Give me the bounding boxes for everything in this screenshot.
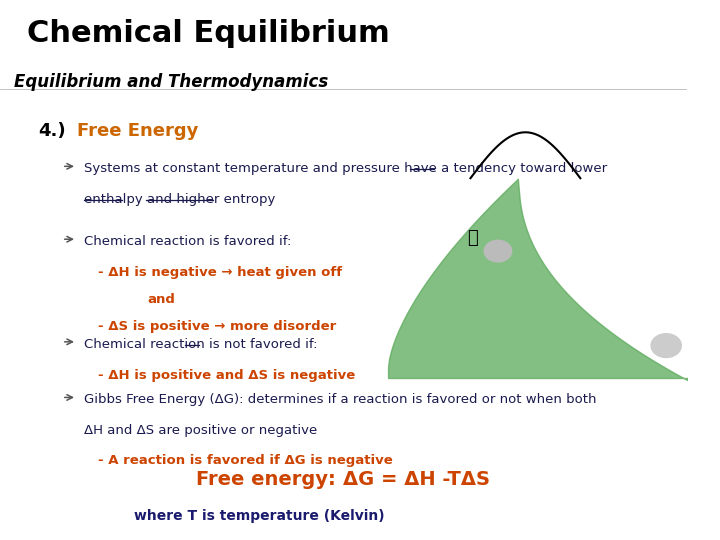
- Text: Gibbs Free Energy (ΔG): determines if a reaction is favored or not when both: Gibbs Free Energy (ΔG): determines if a …: [84, 393, 596, 406]
- Text: Chemical reaction is not favored if:: Chemical reaction is not favored if:: [84, 338, 318, 350]
- Text: Free Energy: Free Energy: [77, 122, 198, 139]
- Text: Free energy:: Free energy:: [196, 470, 336, 489]
- Text: ΔH and ΔS are positive or negative: ΔH and ΔS are positive or negative: [84, 424, 317, 437]
- Text: - ΔH is negative → heat given off: - ΔH is negative → heat given off: [97, 266, 342, 279]
- Text: ΔG = ΔH -TΔS: ΔG = ΔH -TΔS: [343, 470, 490, 489]
- Text: Chemical Equilibrium: Chemical Equilibrium: [27, 19, 390, 48]
- Circle shape: [651, 334, 681, 357]
- Circle shape: [484, 240, 512, 262]
- Text: - ΔS is positive → more disorder: - ΔS is positive → more disorder: [97, 320, 336, 333]
- Text: 4.): 4.): [37, 122, 66, 139]
- Text: - ΔH is positive and ΔS is negative: - ΔH is positive and ΔS is negative: [97, 369, 355, 382]
- Text: Chemical reaction is favored if:: Chemical reaction is favored if:: [84, 235, 291, 248]
- Text: enthalpy and higher entropy: enthalpy and higher entropy: [84, 193, 275, 206]
- Text: Systems at constant temperature and pressure have a tendency toward lower: Systems at constant temperature and pres…: [84, 162, 607, 175]
- Text: where T is temperature (Kelvin): where T is temperature (Kelvin): [134, 509, 384, 523]
- Text: 🧗: 🧗: [467, 230, 478, 247]
- Text: - A reaction is favored if ΔG is negative: - A reaction is favored if ΔG is negativ…: [97, 454, 392, 467]
- Text: Equilibrium and Thermodynamics: Equilibrium and Thermodynamics: [14, 73, 328, 91]
- Text: and: and: [148, 293, 176, 306]
